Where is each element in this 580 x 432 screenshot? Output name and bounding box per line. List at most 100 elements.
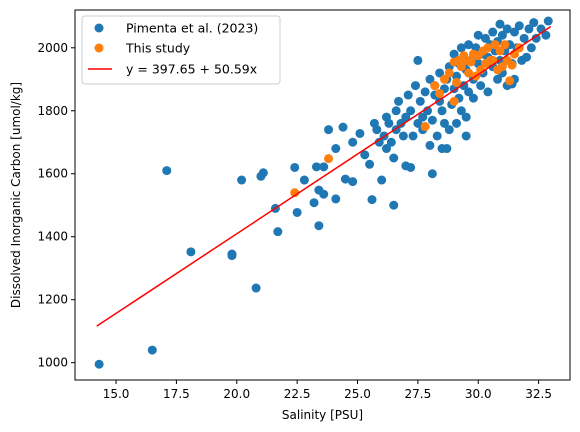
y-tick-label: 1800 [37,104,68,118]
pimenta-point [461,112,471,122]
pimenta-point [493,74,503,84]
pimenta-point [319,162,329,172]
pimenta-point [509,27,519,37]
pimenta-point [290,162,300,172]
pimenta-point [389,200,399,210]
pimenta-point [314,221,324,231]
this-study-point [507,60,517,70]
pimenta-point [437,106,447,116]
this-study-point [444,68,454,78]
pimenta-point [415,96,425,106]
pimenta-point [94,359,104,369]
pimenta-point [147,345,157,355]
pimenta-point [381,144,391,154]
pimenta-point [439,118,449,128]
regression-line [96,26,552,327]
y-tick-label: 1000 [37,356,68,370]
pimenta-point [541,30,551,40]
this-study-point [439,74,449,84]
pimenta-point [348,177,358,187]
pimenta-point [360,150,370,160]
pimenta-point [309,198,319,208]
pimenta-point [456,43,466,53]
pimenta-point [420,87,430,97]
pimenta-point [324,125,334,135]
x-tick-label: 17.5 [163,387,190,401]
pimenta-point [273,227,283,237]
this-study-point [464,68,474,78]
this-study-point [500,40,510,50]
pimenta-point [473,30,483,40]
pimenta-point [452,71,462,81]
pimenta-point [502,24,512,34]
x-tick-label: 22.5 [284,387,311,401]
y-tick-label: 2000 [37,41,68,55]
pimenta-point [319,189,329,199]
pimenta-point [386,137,396,147]
pimenta-point [340,174,350,184]
pimenta-point [480,33,490,43]
pimenta-point [476,81,486,91]
pimenta-point [406,162,416,172]
this-study-point [483,43,493,53]
pimenta-point [186,247,196,257]
y-axis: 1000 1200 1400 1600 1800 2000 [37,41,75,370]
pimenta-point [331,194,341,204]
x-tick-label: 32.5 [525,387,552,401]
pimenta-point [464,40,474,50]
legend-label: This study [125,41,191,56]
this-study-point [495,46,505,56]
pimenta-point [348,137,358,147]
pimenta-point [514,21,524,31]
legend-marker-this-study [94,43,104,53]
legend-marker-pimenta [94,23,104,33]
pimenta-point [461,131,471,141]
axes-frame [74,9,571,381]
this-study-point [466,57,476,67]
y-axis-label: Dissolved Inorganic Carbon [umol/kg] [9,82,23,308]
pimenta-point [394,96,404,106]
pimenta-point [425,74,435,84]
this-study-point [452,77,462,87]
pimenta-point [406,106,416,116]
pimenta-point [374,137,384,147]
this-study-point [449,96,459,106]
this-study-point [456,62,466,72]
pimenta-point [389,153,399,163]
pimenta-point [442,144,452,154]
pimenta-point [331,144,341,154]
pimenta-point [401,112,411,122]
pimenta-point [529,18,539,28]
pimenta-point [531,33,541,43]
pimenta-point [365,159,375,169]
pimenta-point [162,166,172,176]
pimenta-point [410,81,420,91]
this-study-point [324,154,334,164]
pimenta-point [418,112,428,122]
pimenta-point [432,131,442,141]
pimenta-point [292,207,302,217]
legend-box [81,15,281,85]
pimenta-point [367,195,377,205]
pimenta-point [413,55,423,65]
pimenta-point [524,24,534,34]
pimenta-point [391,106,401,116]
y-tick-label: 1400 [37,230,68,244]
pimenta-point [519,33,529,43]
pimenta-point [435,68,445,78]
pimenta-point [543,16,553,26]
this-study-point [490,40,500,50]
pimenta-point [495,19,505,29]
x-tick-label: 25.0 [344,387,371,401]
plot-area [94,16,553,369]
x-tick-label: 15.0 [103,387,130,401]
x-tick-label: 20.0 [223,387,250,401]
pimenta-point [449,49,459,59]
pimenta-point [427,115,437,125]
x-axis: 15.0 17.5 20.0 22.5 25.0 27.5 30.0 32.5 [103,380,552,401]
legend-label: Pimenta et al. (2023) [126,21,258,36]
pimenta-point [497,30,507,40]
pimenta-point [227,251,237,261]
pimenta-point [456,106,466,116]
